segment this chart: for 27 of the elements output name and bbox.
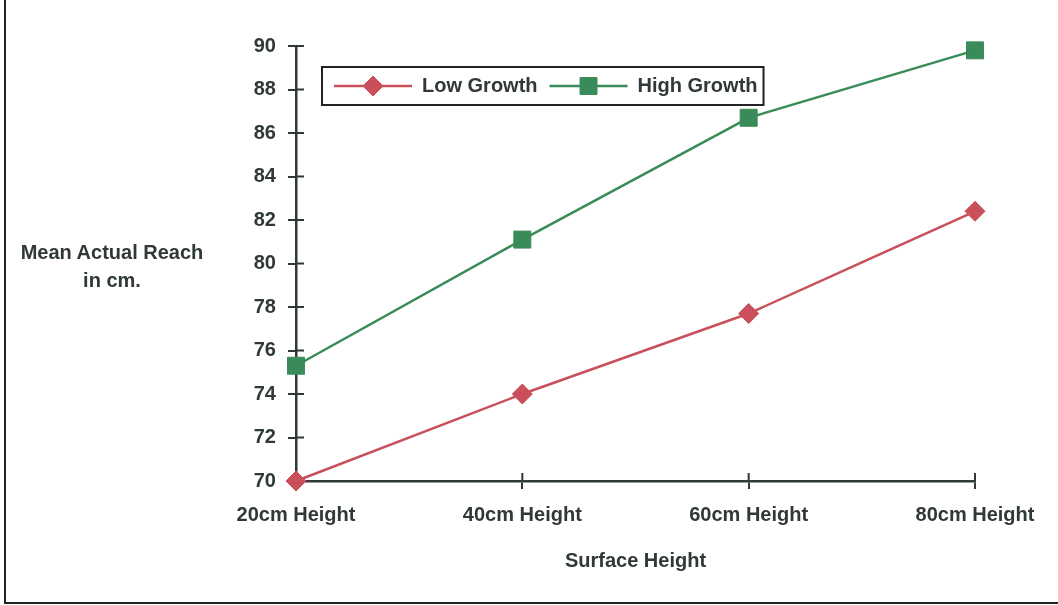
y-tick-label: 90 [253,33,276,56]
x-tick-label: 80cm Height [915,502,1035,525]
y-tick-label: 88 [253,77,276,100]
y-tick-label: 78 [253,294,276,317]
point [285,470,307,492]
point [738,303,760,325]
y-tick-label: 76 [253,338,276,361]
point [511,383,533,405]
y-tick-label: 80 [253,251,276,274]
y-axis-title: Mean Actual Reach in cm. [19,240,205,293]
y-tick-label: 86 [253,120,276,143]
point [513,230,532,249]
point [287,356,305,375]
point [739,108,758,127]
x-axis-title: Surface Height [564,548,707,571]
point [966,41,984,60]
y-tick-label: 84 [253,164,277,187]
legend-label: Low Growth [422,73,538,96]
x-tick-label: 20cm Height [236,502,356,525]
legend-label: High Growth [637,73,758,96]
x-tick-label: 60cm Height [689,502,809,525]
y-tick-label: 70 [253,468,276,491]
y-tick-label: 74 [253,381,277,404]
y-tick-label: 72 [253,425,276,448]
point [964,200,986,222]
x-tick-label: 40cm Height [462,502,583,525]
y-tick-label: 82 [253,207,276,230]
